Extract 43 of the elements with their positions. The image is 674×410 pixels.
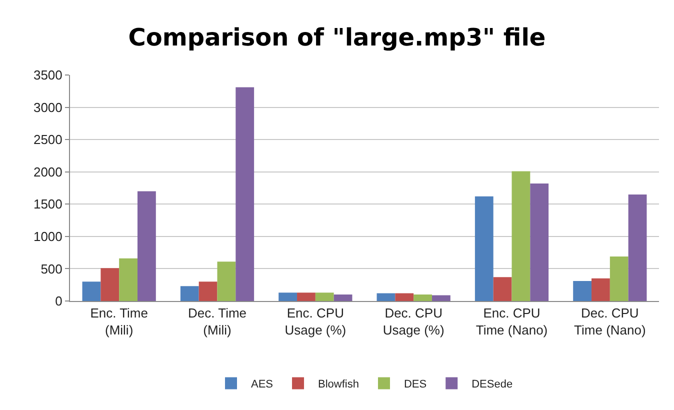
x-tick-label: Enc. CPU Time (Nano): [476, 306, 548, 338]
bar: [512, 171, 530, 301]
y-tick-label: 2500: [33, 132, 62, 148]
x-tick-label: Enc. Time (Mili): [90, 306, 148, 338]
bar: [376, 293, 396, 301]
legend-label: DES: [404, 378, 427, 391]
bar: [610, 256, 628, 301]
bar: [82, 282, 101, 301]
bar: [628, 194, 647, 301]
x-tick-label: Dec. CPU Time (Nano): [574, 306, 646, 338]
bar: [180, 286, 199, 301]
bar: [395, 293, 414, 301]
y-tick-label: 0: [55, 294, 62, 309]
bar: [315, 292, 334, 301]
y-tick-label: 500: [40, 261, 62, 276]
bar: [493, 277, 512, 301]
x-tick-label: Dec. Time (Mili): [188, 306, 247, 338]
bar: [119, 258, 138, 301]
x-tick-label: Enc. CPU Usage (%): [284, 306, 346, 338]
y-tick-label: 2000: [33, 164, 62, 180]
bar: [100, 268, 120, 301]
legend-label: AES: [251, 378, 274, 391]
legend-label: Blowfish: [318, 378, 359, 391]
bar: [198, 282, 218, 301]
bar: [474, 196, 494, 301]
bar: [217, 262, 236, 301]
bar: [236, 87, 254, 301]
y-tick-label: 3000: [33, 100, 62, 115]
x-tick-label: Dec. CPU Usage (%): [382, 306, 444, 338]
bar: [297, 292, 316, 301]
bar: [278, 292, 298, 301]
bar: [573, 280, 592, 301]
bar: [432, 295, 450, 301]
y-tick-label: 1500: [33, 196, 62, 212]
bar: [592, 278, 610, 301]
bar: [137, 191, 156, 301]
bar: [414, 294, 432, 301]
y-tick-label: 1000: [33, 228, 62, 244]
bar: [530, 183, 549, 301]
chart-title: Comparison of "large.mp3" file: [128, 24, 546, 52]
bar: [334, 294, 352, 301]
legend-label: DESede: [472, 378, 513, 391]
y-tick-label: 3500: [33, 68, 62, 83]
